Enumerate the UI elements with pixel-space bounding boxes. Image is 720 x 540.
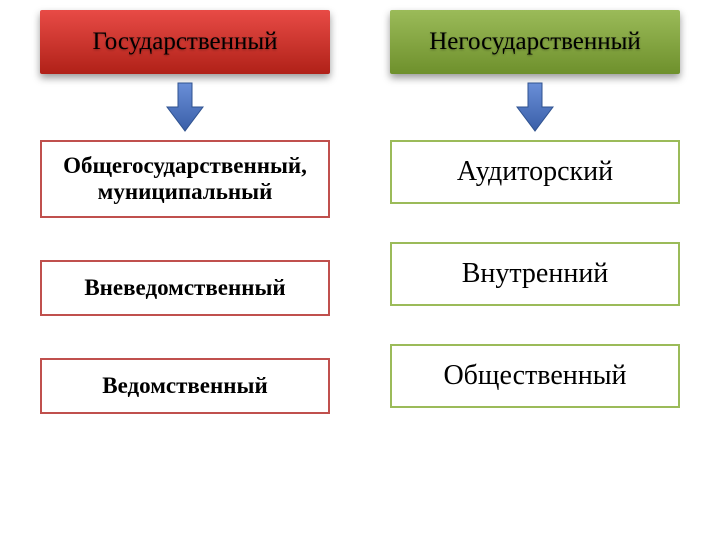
right-item: Аудиторский xyxy=(390,140,680,204)
right-arrow-slot xyxy=(380,74,690,140)
down-arrow-icon xyxy=(515,81,555,133)
left-item: Ведомственный xyxy=(40,358,330,414)
left-item: Вневедомственный xyxy=(40,260,330,316)
left-header: Государственный xyxy=(40,10,330,74)
right-header: Негосударственный xyxy=(390,10,680,74)
right-item: Внутренний xyxy=(390,242,680,306)
left-arrow-slot xyxy=(30,74,340,140)
right-column: Негосударственный Аудиторский Внутренний… xyxy=(380,10,690,446)
left-item: Общегосударственный, муниципальный xyxy=(40,140,330,218)
left-column: Государственный Общегосударственный, мун… xyxy=(30,10,340,456)
down-arrow-icon xyxy=(165,81,205,133)
right-item: Общественный xyxy=(390,344,680,408)
